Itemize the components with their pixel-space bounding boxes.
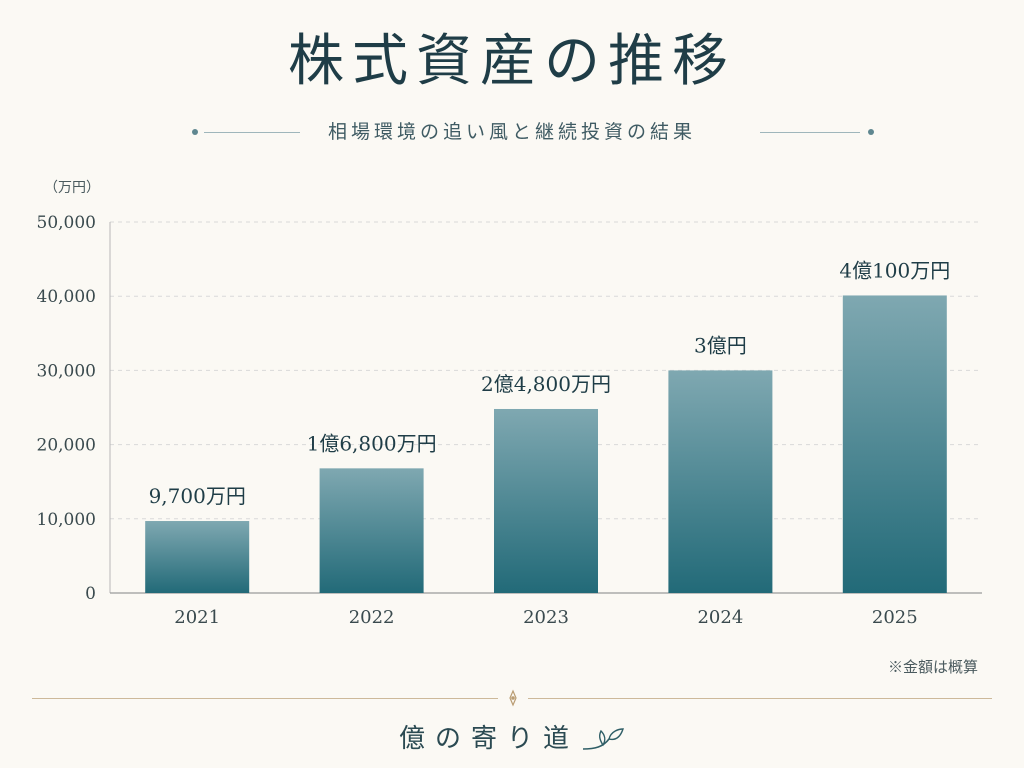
bar [668, 370, 773, 593]
x-tick-label: 2023 [523, 607, 569, 628]
data-label: 4億100万円 [839, 258, 950, 282]
ornament-icon [509, 689, 517, 707]
footer-right-rule [528, 698, 992, 699]
chart-subtitle: 相場環境の追い風と継続投資の結果 [327, 121, 696, 143]
x-tick-label: 2024 [697, 607, 743, 628]
y-tick-label: 40,000 [37, 287, 96, 307]
y-tick-label: 20,000 [37, 436, 96, 456]
footnote: ※金額は概算 [887, 658, 978, 676]
x-tick-label: 2025 [872, 607, 918, 628]
data-label: 9,700万円 [149, 484, 246, 508]
bar [494, 408, 598, 593]
y-tick-label: 0 [85, 584, 96, 604]
y-tick-label: 30,000 [37, 361, 96, 381]
data-label: 1億6,800万円 [307, 431, 437, 455]
subtitle-right-rule [760, 132, 860, 133]
subtitle-left-dot [192, 129, 198, 135]
y-tick-label: 50,000 [37, 213, 96, 233]
y-unit-label: （万円） [44, 180, 100, 196]
bar [842, 295, 947, 593]
brand-name: 億の寄り道 [398, 724, 579, 754]
data-label: 2億4,800万円 [481, 372, 611, 396]
bar [145, 521, 250, 593]
x-tick-label: 2021 [174, 607, 220, 628]
subtitle-right-dot [868, 129, 874, 135]
subtitle-row: 相場環境の追い風と継続投資の結果 [0, 118, 1024, 146]
footer-left-rule [32, 698, 498, 699]
y-tick-label: 10,000 [37, 510, 96, 530]
data-label: 3億円 [694, 333, 747, 357]
leaf-icon [582, 728, 624, 750]
subtitle-left-rule [204, 132, 300, 133]
bar [319, 468, 424, 593]
x-tick-label: 2022 [349, 607, 395, 628]
chart-title: 株式資産の推移 [288, 29, 736, 94]
footer-brand: 億の寄り道 [0, 718, 1024, 755]
